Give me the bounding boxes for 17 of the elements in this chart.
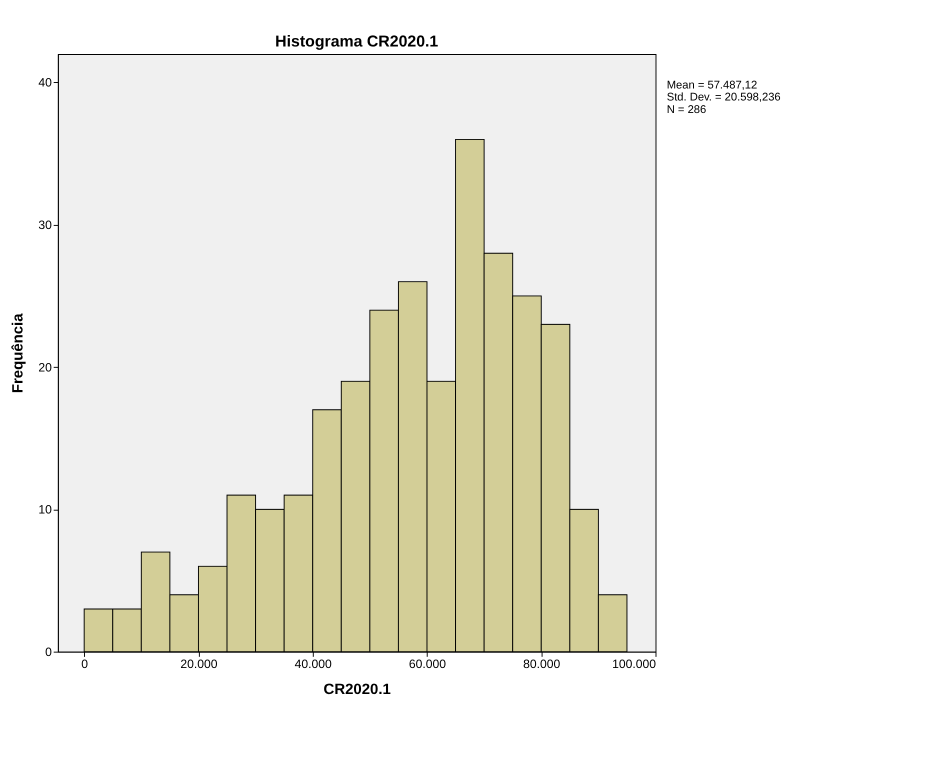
x-tick-label: 20.000: [180, 657, 218, 672]
x-tick-label: 80.000: [523, 657, 561, 672]
y-tick-label: 30: [38, 218, 52, 232]
y-tick-label: 40: [38, 76, 52, 90]
x-tick-label: 60.000: [408, 657, 446, 672]
chart-title: Histograma CR2020.1: [275, 34, 438, 51]
y-tick-label: 10: [38, 502, 52, 517]
y-tick-label: 0: [45, 644, 52, 659]
x-tick-label: 100.000: [612, 657, 656, 672]
text: Std. Dev. = 20.598,236: [666, 92, 781, 104]
x-tick-label: 0: [81, 657, 88, 672]
y-tick-label: 20: [38, 360, 52, 374]
y-axis-title: Frequência: [9, 312, 26, 394]
text: Mean = 57.487,12: [666, 80, 758, 92]
x-tick-label: 40.000: [294, 657, 332, 672]
text: N = 286: [666, 104, 706, 116]
x-axis-title: CR2020.1: [324, 681, 391, 698]
